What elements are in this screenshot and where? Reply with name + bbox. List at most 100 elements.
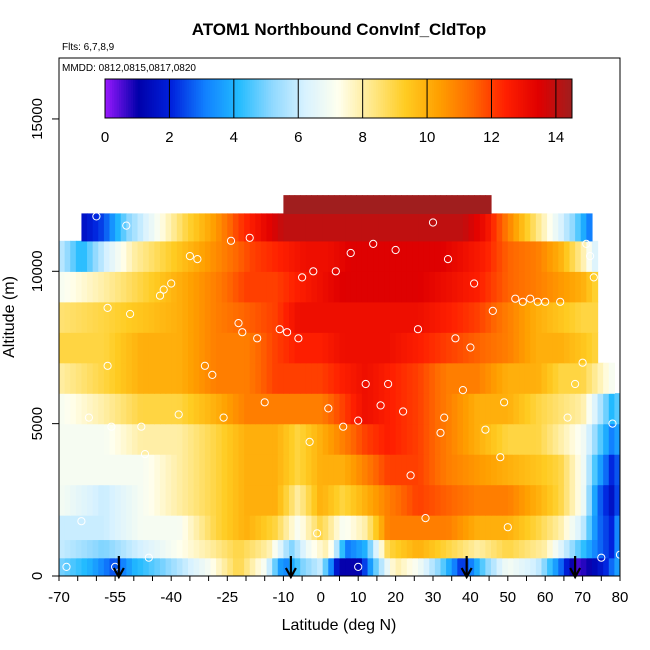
heatmap-cell [81, 332, 88, 364]
heatmap-cell [384, 213, 391, 242]
heatmap-cell [126, 484, 133, 516]
heatmap-cell [361, 240, 369, 272]
heatmap-cell [232, 539, 240, 559]
heatmap-cell [401, 557, 408, 576]
heatmap-cell [311, 271, 318, 303]
heatmap-cell [249, 213, 256, 242]
heatmap-cell [210, 515, 217, 541]
heatmap-cell [210, 332, 217, 364]
heatmap-cell [457, 454, 464, 486]
heatmap-cell [272, 271, 279, 303]
heatmap-cell [434, 539, 442, 559]
heatmap-cell [474, 240, 481, 272]
heatmap-cell [412, 484, 419, 516]
heatmap-cell [227, 423, 234, 455]
heatmap-cell [333, 393, 341, 425]
colorbar-swatch [245, 79, 248, 118]
heatmap-cell [474, 362, 481, 394]
heatmap-cell [552, 454, 559, 486]
heatmap-cell [462, 195, 470, 214]
heatmap-cell [552, 240, 559, 272]
heatmap-cell [434, 332, 442, 364]
heatmap-cell [137, 423, 144, 455]
observation-point [346, 248, 355, 258]
heatmap-cell [513, 454, 520, 486]
heatmap-cell [384, 332, 391, 364]
heatmap-cell [232, 240, 240, 272]
heatmap-cell [474, 301, 481, 333]
heatmap-cell [462, 423, 470, 455]
heatmap-cell [513, 484, 520, 516]
colorbar-swatch [459, 79, 463, 118]
observation-point [428, 218, 438, 227]
heatmap-cell [81, 454, 88, 486]
heatmap-cell [446, 213, 453, 242]
heatmap-cell [238, 557, 245, 576]
heatmap-cell [429, 332, 436, 364]
heatmap-cell [429, 362, 436, 394]
colorbar-swatch [499, 79, 503, 118]
colorbar-swatch [214, 79, 218, 118]
heatmap-cell [176, 240, 184, 272]
heatmap-cell [176, 557, 184, 576]
heatmap-cell [462, 213, 470, 242]
heatmap-cell [586, 271, 593, 303]
heatmap-cell [412, 515, 419, 541]
heatmap-cell [333, 240, 341, 272]
colorbar-swatch [371, 79, 375, 118]
heatmap-cell [345, 195, 352, 214]
heatmap-cell [249, 515, 256, 541]
heatmap-cell [260, 454, 268, 486]
heatmap-cell [300, 423, 307, 455]
heatmap-cell [238, 484, 245, 516]
heatmap-cell [92, 557, 99, 576]
x-tick-label: 60 [537, 589, 554, 606]
colorbar-swatch [184, 79, 188, 118]
colorbar-swatch [210, 79, 213, 118]
heatmap-cell [120, 301, 127, 333]
heatmap-cell [339, 240, 346, 272]
heatmap-cell [502, 213, 509, 242]
heatmap-cell [462, 484, 470, 516]
heatmap-cell [75, 423, 83, 455]
heatmap-cell [345, 454, 352, 486]
heatmap-cell [423, 213, 430, 242]
heatmap-cell [305, 515, 313, 541]
heatmap-cell [311, 484, 318, 516]
heatmap-cell [468, 195, 475, 214]
heatmap-cell [188, 213, 195, 242]
heatmap-cell [361, 539, 369, 559]
heatmap-cell [513, 423, 520, 455]
heatmap-cell [171, 332, 178, 364]
observation-point [103, 303, 112, 312]
heatmap-cell [272, 515, 279, 541]
heatmap-cell [457, 423, 464, 455]
heatmap-cell [389, 240, 397, 272]
heatmap-cell [468, 213, 475, 242]
heatmap-cell [339, 271, 346, 303]
heatmap-cell [361, 557, 369, 576]
heatmap-cell [305, 195, 313, 214]
heatmap-cell [558, 454, 565, 486]
colorbar-tick-label: 2 [165, 129, 173, 146]
heatmap-cell [103, 332, 111, 364]
heatmap-cell [317, 213, 324, 242]
heatmap-cell [182, 539, 189, 559]
heatmap-cell [159, 423, 167, 455]
heatmap-cell [462, 539, 470, 559]
heatmap-cell [485, 423, 492, 455]
heatmap-cell [154, 484, 161, 516]
observation-point [238, 328, 247, 337]
colorbar-swatch [205, 79, 209, 118]
heatmap-cell [401, 332, 408, 364]
observation-point [219, 413, 228, 422]
heatmap-cell [317, 539, 324, 559]
heatmap-cell [75, 557, 83, 576]
heatmap-cell [311, 539, 318, 559]
heatmap-cell [204, 393, 212, 425]
heatmap-cell [333, 557, 341, 576]
heatmap-cell [188, 484, 195, 516]
heatmap-cell [249, 484, 256, 516]
heatmap-cell [328, 332, 335, 364]
heatmap-cell [294, 271, 301, 303]
